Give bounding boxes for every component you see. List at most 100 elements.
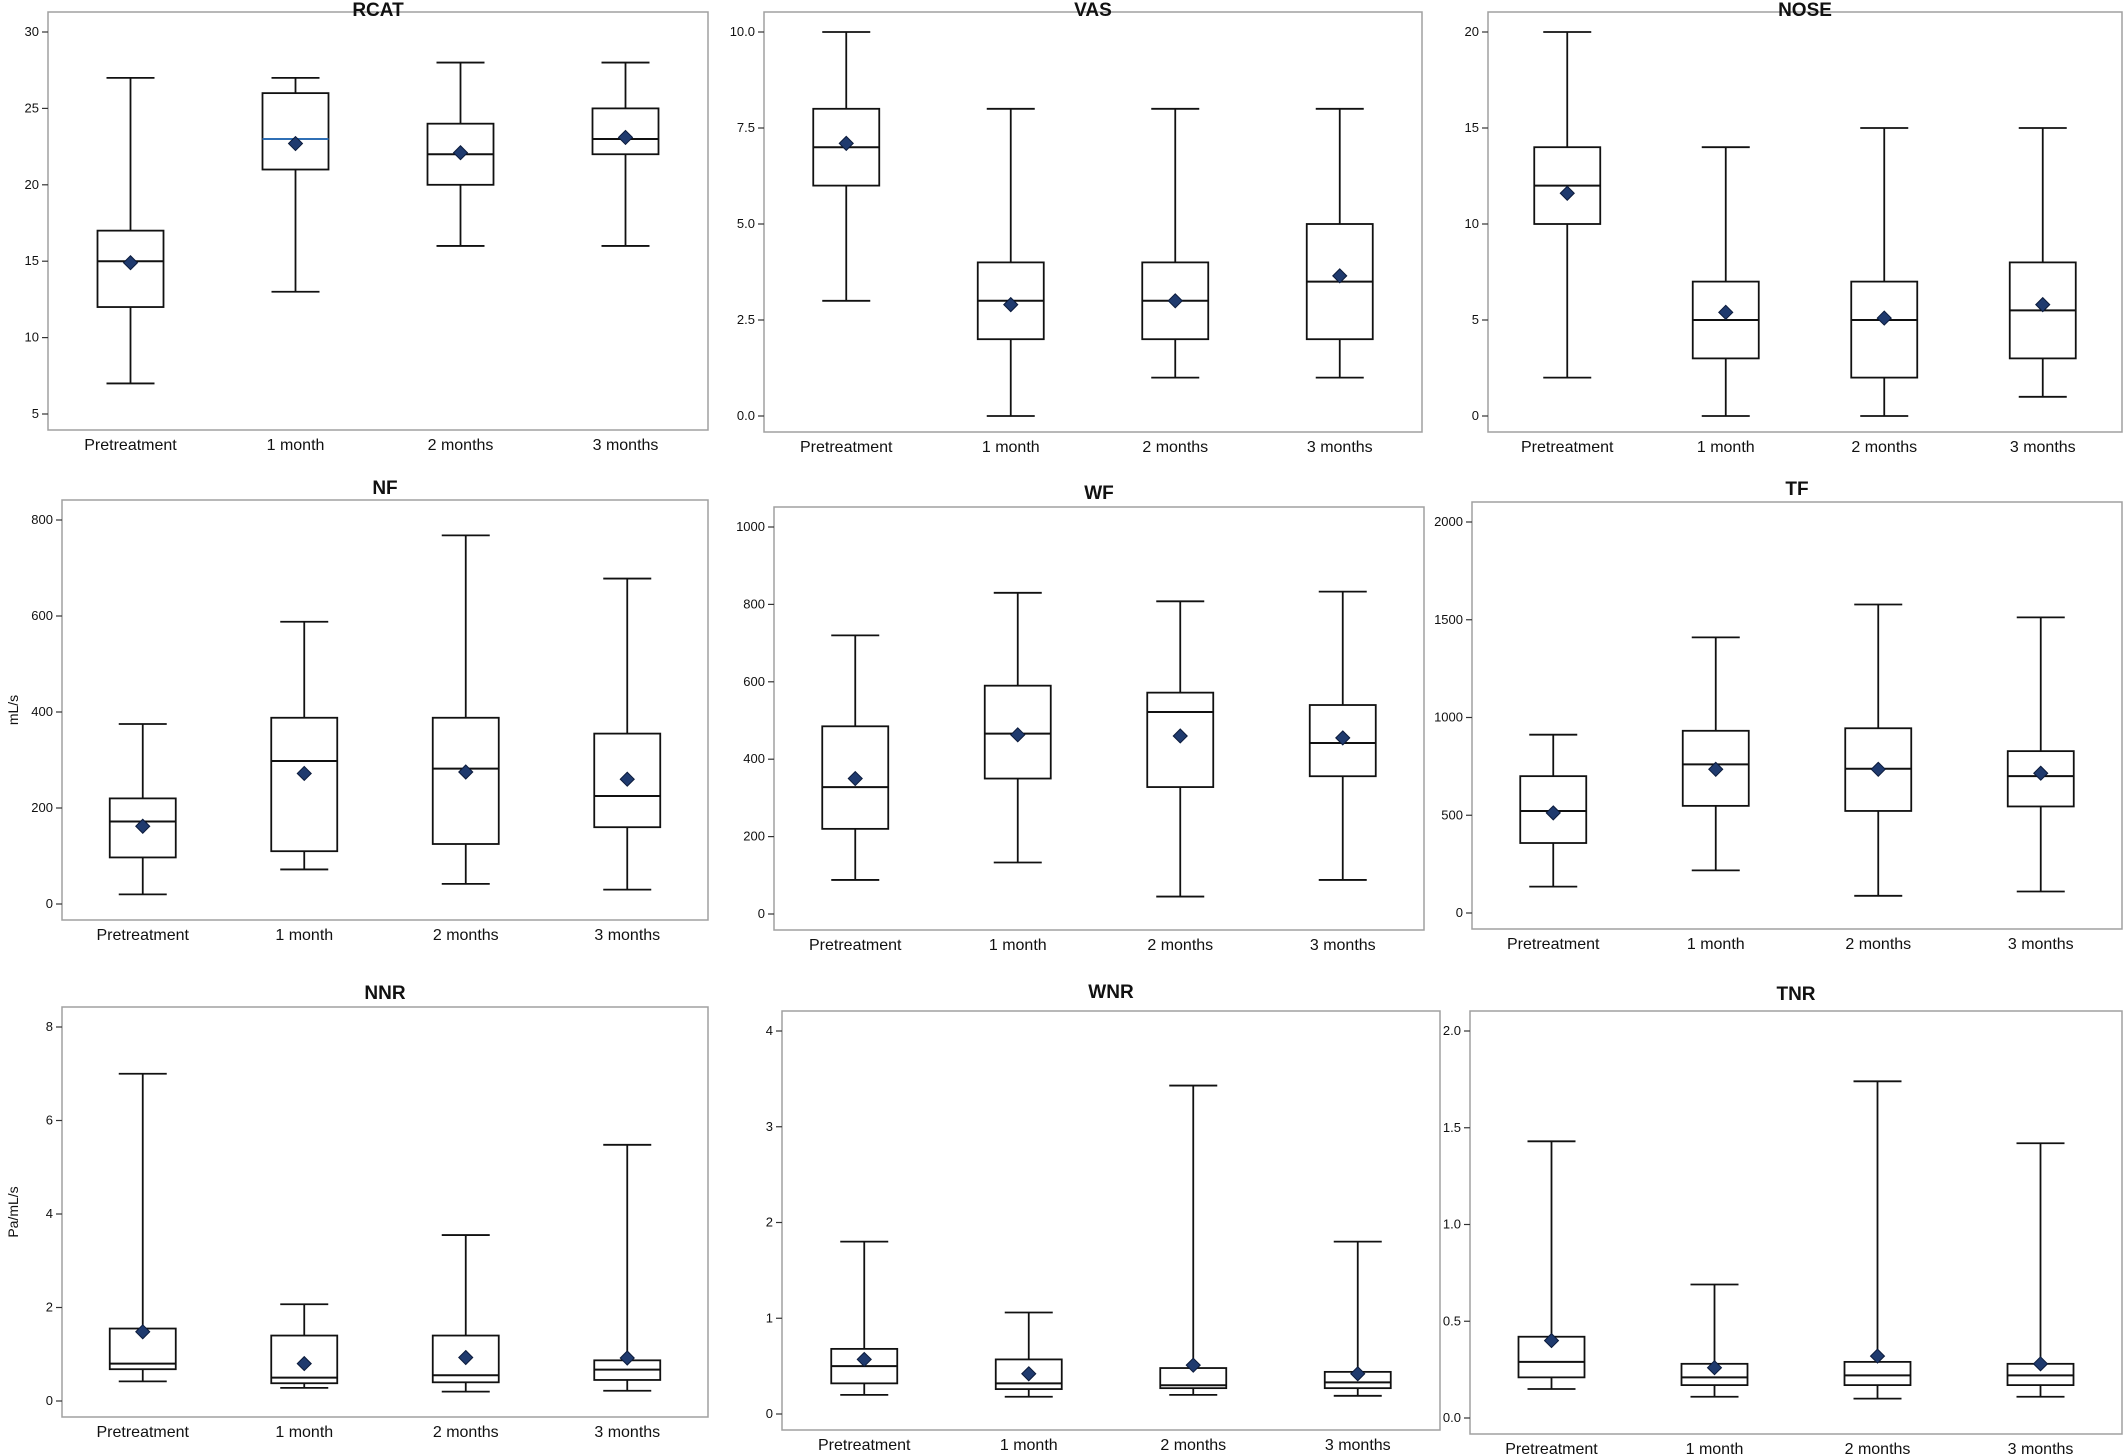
y-tick-label: 8 bbox=[46, 1019, 53, 1034]
iqr-box bbox=[261, 92, 330, 171]
plot-frame bbox=[1469, 1010, 2123, 1435]
x-tick-label: Pretreatment bbox=[1505, 1441, 1598, 1455]
mean-marker bbox=[1545, 805, 1561, 821]
mean-marker bbox=[1167, 293, 1183, 309]
y-tick-label: 25 bbox=[25, 100, 39, 115]
y-tick-label: 5 bbox=[1472, 312, 1479, 327]
x-tick-label: 3 months bbox=[1325, 1437, 1391, 1454]
plot-frame bbox=[773, 506, 1425, 931]
plot-frame bbox=[763, 11, 1423, 433]
y-tick-label: 3 bbox=[766, 1119, 773, 1134]
mean-marker bbox=[296, 1355, 312, 1372]
box-2: 1 month bbox=[983, 591, 1052, 954]
box-1: Pretreatment bbox=[97, 1072, 190, 1441]
mean-marker bbox=[619, 1350, 635, 1366]
mean-marker bbox=[1543, 1332, 1560, 1349]
panel-title: WF bbox=[1084, 483, 1114, 504]
y-tick-label: 0 bbox=[46, 896, 53, 911]
panel-rcat: RCAT 5 10 15 20 25 30 Pretreatment 1 month 2 mont… bbox=[25, 0, 709, 454]
mean-marker bbox=[296, 765, 312, 782]
y-tick-label: 10 bbox=[25, 330, 39, 345]
mean-marker bbox=[617, 129, 634, 146]
x-tick-label: 2 months bbox=[1851, 439, 1917, 456]
panel-vas: VAS 0.0 2.5 5.0 7.5 10.0 Pretreatment 1 month 2 … bbox=[730, 0, 1423, 456]
y-tick-label: 20 bbox=[1465, 24, 1479, 39]
box-3: 2 months bbox=[1844, 603, 1913, 953]
mean-marker bbox=[1021, 1366, 1037, 1382]
plot-frame bbox=[1487, 11, 2123, 433]
x-tick-label: Pretreatment bbox=[97, 927, 190, 944]
x-tick-label: Pretreatment bbox=[809, 937, 902, 954]
y-tick-label: 0.0 bbox=[737, 408, 755, 423]
x-tick-label: Pretreatment bbox=[84, 437, 177, 454]
x-tick-label: Pretreatment bbox=[1507, 936, 1600, 953]
panel-title: NNR bbox=[364, 983, 405, 1004]
x-tick-label: Pretreatment bbox=[97, 1424, 190, 1441]
panel-wnr: WNR 0 1 2 3 4 Pretreatment 1 month 2 months 3 mon… bbox=[766, 982, 1441, 1454]
box-2: 1 month bbox=[270, 620, 339, 944]
plot-frame bbox=[61, 499, 709, 921]
box-2: 1 month bbox=[1681, 636, 1750, 953]
x-tick-label: 3 months bbox=[594, 927, 660, 944]
x-tick-label: 1 month bbox=[275, 1424, 333, 1441]
x-tick-label: 2 months bbox=[1160, 1437, 1226, 1454]
y-tick-label: 2.0 bbox=[1443, 1023, 1461, 1038]
mean-marker bbox=[122, 255, 139, 271]
mean-marker bbox=[1332, 268, 1348, 284]
y-tick-label: 10 bbox=[1465, 216, 1479, 231]
x-tick-label: 2 months bbox=[1142, 439, 1208, 456]
mean-marker bbox=[1185, 1357, 1201, 1373]
x-tick-label: Pretreatment bbox=[818, 1437, 911, 1454]
y-tick-label: 0 bbox=[1472, 408, 1479, 423]
mean-marker bbox=[1172, 728, 1188, 744]
x-tick-label: 2 months bbox=[433, 927, 499, 944]
mean-marker bbox=[838, 135, 854, 152]
box-2: 1 month bbox=[976, 107, 1045, 456]
mean-marker bbox=[135, 1324, 151, 1340]
y-tick-label: 6 bbox=[46, 1113, 53, 1128]
mean-marker bbox=[135, 818, 151, 834]
y-axis-label: mL/s bbox=[5, 695, 21, 725]
box-4: 3 months bbox=[2006, 616, 2075, 953]
panel-title: NF bbox=[372, 478, 397, 499]
box-4: 3 months bbox=[1305, 107, 1374, 456]
box-2: 1 month bbox=[994, 1311, 1063, 1454]
y-tick-label: 2 bbox=[766, 1215, 773, 1230]
box-4: 3 months bbox=[2008, 127, 2077, 456]
panel-title: TNR bbox=[1776, 984, 1815, 1005]
y-tick-label: 1 bbox=[766, 1310, 773, 1325]
panel-nf: NF 0 200 400 600 800 mL/s Pretreatment 1 month 2 … bbox=[5, 478, 709, 944]
iqr-box bbox=[431, 716, 500, 845]
x-tick-label: Pretreatment bbox=[1521, 439, 1614, 456]
box-3: 2 months bbox=[1141, 107, 1210, 456]
mean-marker bbox=[1718, 304, 1734, 321]
x-tick-label: 2 months bbox=[433, 1424, 499, 1441]
x-tick-label: 1 month bbox=[267, 437, 325, 454]
box-1: Pretreatment bbox=[1521, 31, 1614, 456]
y-tick-label: 10.0 bbox=[730, 24, 755, 39]
x-tick-label: 3 months bbox=[594, 1424, 660, 1441]
mean-marker bbox=[856, 1351, 872, 1368]
x-tick-label: 3 months bbox=[1307, 439, 1373, 456]
panel-tf: TF 0 500 1000 1500 2000 Pretreatment 1 month 2 m… bbox=[1434, 479, 2123, 953]
box-3: 2 months bbox=[1159, 1084, 1228, 1454]
y-tick-label: 15 bbox=[25, 253, 39, 268]
panel-tnr: TNR 0.0 0.5 1.0 1.5 2.0 Pretreatment 1 month 2 m… bbox=[1443, 984, 2123, 1455]
panel-title: TF bbox=[1785, 479, 1808, 500]
y-tick-label: 0 bbox=[1456, 905, 1463, 920]
mean-marker bbox=[2035, 296, 2051, 313]
mean-marker bbox=[1870, 761, 1886, 778]
x-tick-label: 1 month bbox=[1697, 439, 1755, 456]
y-tick-label: 0.5 bbox=[1443, 1313, 1461, 1328]
y-tick-label: 500 bbox=[1441, 807, 1463, 822]
x-tick-label: 1 month bbox=[1687, 936, 1745, 953]
box-1: Pretreatment bbox=[818, 1240, 911, 1454]
mean-marker bbox=[1708, 761, 1724, 778]
y-tick-label: 1500 bbox=[1434, 612, 1463, 627]
x-tick-label: 3 months bbox=[1310, 937, 1376, 954]
iqr-box bbox=[270, 716, 339, 853]
y-tick-label: 0 bbox=[46, 1393, 53, 1408]
y-tick-label: 1000 bbox=[736, 519, 765, 534]
x-tick-label: 3 months bbox=[2008, 936, 2074, 953]
box-2: 1 month bbox=[1691, 146, 1760, 456]
